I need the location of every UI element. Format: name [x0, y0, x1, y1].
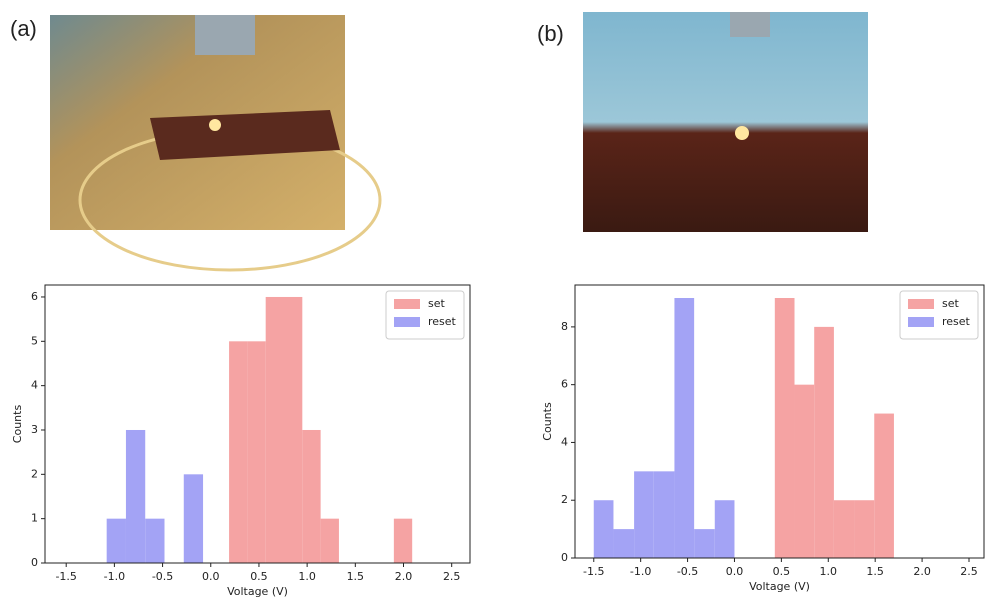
- photo-b: [583, 12, 868, 232]
- panel-label: (b): [537, 21, 564, 46]
- x-tick-label: -0.5: [152, 570, 173, 583]
- bar: [714, 500, 735, 558]
- x-tick-label: 0.0: [202, 570, 220, 583]
- bar: [833, 500, 855, 558]
- y-tick-label: 1: [31, 512, 38, 525]
- x-tick-label: -1.0: [630, 565, 651, 578]
- x-tick-label: -1.5: [55, 570, 76, 583]
- bar: [694, 529, 715, 558]
- x-tick-label: 2.5: [443, 570, 461, 583]
- x-tick-label: 1.0: [298, 570, 316, 583]
- x-tick-label: 1.5: [866, 565, 884, 578]
- x-tick-label: 0.5: [773, 565, 791, 578]
- x-tick-label: -1.5: [583, 565, 604, 578]
- bar: [593, 500, 614, 558]
- legend-label: set: [428, 297, 445, 310]
- photo-a: [50, 15, 382, 272]
- bar: [183, 474, 204, 563]
- bar: [613, 529, 635, 558]
- bar: [794, 384, 815, 558]
- bar: [874, 413, 894, 558]
- y-tick-label: 3: [31, 423, 38, 436]
- x-tick-label: -1.0: [104, 570, 125, 583]
- bar: [106, 518, 126, 563]
- legend-swatch: [394, 317, 420, 327]
- panel-label: (a): [10, 16, 37, 41]
- y-tick-label: 2: [561, 493, 568, 506]
- axes-frame: [44, 284, 471, 564]
- x-axis-label: Voltage (V): [749, 580, 810, 593]
- y-tick-label: 4: [561, 435, 568, 448]
- axes-frame: [574, 284, 985, 559]
- bar: [125, 429, 146, 563]
- bar: [247, 341, 266, 563]
- x-tick-label: 2.0: [395, 570, 413, 583]
- legend-swatch: [908, 299, 934, 309]
- bar: [854, 500, 875, 558]
- legend-swatch: [394, 299, 420, 309]
- bar: [814, 326, 834, 558]
- y-axis-label: Counts: [11, 405, 24, 444]
- x-tick-label: -0.5: [677, 565, 698, 578]
- y-tick-label: 8: [561, 320, 568, 333]
- bar: [145, 518, 165, 563]
- x-tick-label: 0.5: [250, 570, 268, 583]
- y-axis-label: Counts: [541, 402, 554, 441]
- legend-label: reset: [942, 315, 971, 328]
- x-tick-label: 2.5: [960, 565, 978, 578]
- x-tick-label: 1.5: [347, 570, 365, 583]
- bar: [229, 341, 248, 563]
- bar: [393, 518, 413, 563]
- x-tick-label: 0.0: [726, 565, 744, 578]
- bar: [284, 296, 303, 563]
- x-tick-label: 1.0: [820, 565, 838, 578]
- bar: [302, 429, 321, 563]
- y-tick-label: 6: [561, 378, 568, 391]
- y-tick-label: 0: [561, 551, 568, 564]
- chart: -1.5 -1.0 -0.5 0.0 0.5 1.0 1.5 2.0 2.5 0 2 4 6 8 Volta…: [541, 284, 985, 593]
- chart: -1.5 -1.0 -0.5 0.0 0.5 1.0 1.5 2.0 2.5 0 1 2 3 4 5 6 Vol…: [11, 284, 471, 598]
- bar: [634, 471, 654, 558]
- y-tick-label: 4: [31, 379, 38, 392]
- legend-swatch: [908, 317, 934, 327]
- y-tick-label: 0: [31, 556, 38, 569]
- bar: [653, 471, 675, 558]
- legend-label: reset: [428, 315, 457, 328]
- bar: [774, 298, 795, 558]
- y-tick-label: 5: [31, 334, 38, 347]
- bar: [674, 298, 695, 558]
- y-tick-label: 6: [31, 290, 38, 303]
- y-tick-label: 2: [31, 467, 38, 480]
- legend-label: set: [942, 297, 959, 310]
- bar: [265, 296, 285, 563]
- x-tick-label: 2.0: [913, 565, 931, 578]
- x-axis-label: Voltage (V): [227, 585, 288, 598]
- bar: [320, 518, 339, 563]
